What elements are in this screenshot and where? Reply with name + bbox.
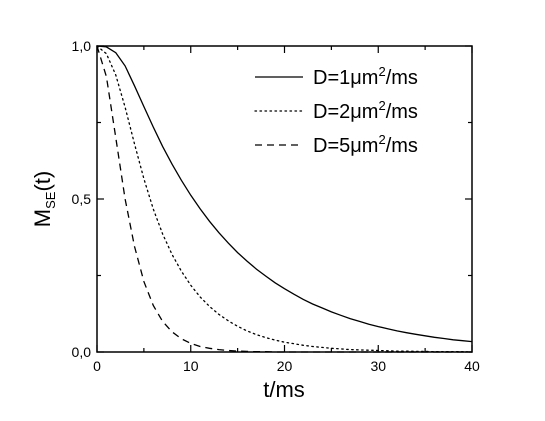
- y-tick-label: 1,0: [72, 38, 92, 54]
- y-axis-label-main: M: [30, 209, 55, 227]
- legend-label-1: D=1μm2/ms: [313, 64, 418, 89]
- x-tick-label: 0: [93, 358, 101, 374]
- series-line-3: [96, 45, 472, 353]
- svg-text:MSE(t): MSE(t): [30, 171, 58, 227]
- y-tick-label: 0,0: [72, 344, 92, 360]
- x-tick-label: 30: [370, 358, 386, 374]
- y-axis-label: MSE(t): [30, 171, 58, 227]
- y-axis-ticks: 0,0 0,5 1,0: [72, 38, 472, 360]
- legend-label-2: D=2μm2/ms: [313, 98, 418, 123]
- x-axis-label: t/ms: [263, 377, 305, 402]
- legend: D=1μm2/ms D=2μm2/ms D=5μm2/ms: [254, 64, 418, 157]
- x-axis-ticks: 0 10 20 30 40: [93, 46, 480, 374]
- series-line-1: [96, 45, 473, 343]
- x-tick-label: 40: [464, 358, 480, 374]
- y-tick-label: 0,5: [72, 191, 92, 207]
- x-tick-label: 20: [277, 358, 293, 374]
- y-axis-label-rest: (t): [30, 171, 55, 192]
- legend-label-3: D=5μm2/ms: [313, 132, 418, 157]
- curves: [96, 45, 473, 353]
- y-axis-label-sub: SE: [43, 191, 58, 209]
- x-tick-label: 10: [183, 358, 199, 374]
